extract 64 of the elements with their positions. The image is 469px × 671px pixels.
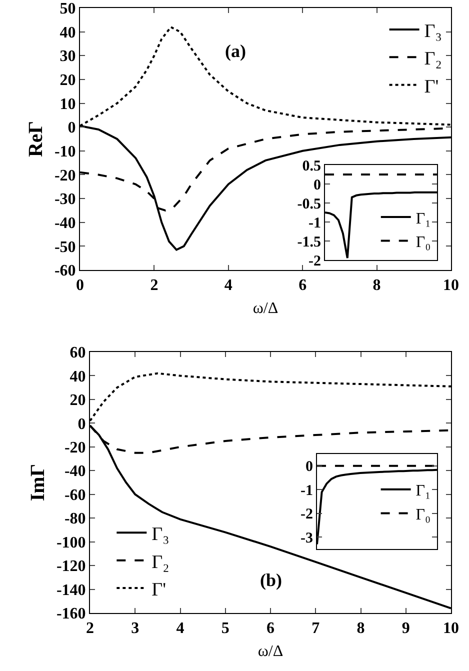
y-tick-label: -2 <box>300 506 313 523</box>
y-tick-label: 0 <box>78 416 86 433</box>
y-tick-label: -50 <box>54 238 76 256</box>
legend-label: Γ₁ <box>416 210 431 228</box>
legend-label: Γ' <box>152 579 166 600</box>
y-axis-title: ImΓ <box>26 464 49 502</box>
x-tick-label: 5 <box>221 620 230 638</box>
y-tick-label: -100 <box>56 534 86 552</box>
y-tick-label: -40 <box>54 214 76 232</box>
y-tick-label: 30 <box>60 48 76 66</box>
legend-label: Γ' <box>424 76 439 98</box>
y-tick-label: 40 <box>70 368 86 386</box>
y-tick-label: 40 <box>60 24 76 42</box>
y-tick-label: -3 <box>300 530 313 546</box>
x-tick-label: 3 <box>131 620 140 638</box>
y-tick-label: -1.5 <box>297 234 321 250</box>
y-tick-label: 0 <box>68 120 76 137</box>
y-tick-label: 0 <box>306 459 313 476</box>
x-tick-label: 2 <box>150 277 158 294</box>
x-tick-label: 4 <box>176 620 184 638</box>
y-tick-label: 50 <box>60 0 76 18</box>
legend-label: Γ₀ <box>416 506 431 524</box>
x-tick-label: 8 <box>372 277 381 294</box>
annotation: (b) <box>260 570 282 590</box>
legend-label: Γ₃ <box>424 20 442 42</box>
x-tick-label: 4 <box>224 277 232 294</box>
y-tick-label: -0.5 <box>297 196 321 212</box>
legend-label: Γ₃ <box>152 524 170 546</box>
y-tick-label: 20 <box>70 392 86 410</box>
y-tick-label: -120 <box>56 558 86 576</box>
legend-label: Γ₂ <box>152 552 170 573</box>
y-tick-label: -60 <box>64 486 86 504</box>
legend-label: Γ₀ <box>416 234 431 252</box>
y-tick-label: -1 <box>308 215 321 232</box>
x-tick-label: 6 <box>298 277 307 294</box>
y-axis-title: ReΓ <box>24 120 47 158</box>
y-tick-label: -60 <box>54 262 76 280</box>
y-tick-label: -40 <box>64 463 86 480</box>
x-tick-label: 7 <box>312 620 320 638</box>
y-tick-label: 0 <box>314 177 321 194</box>
legend-label: Γ₂ <box>424 48 442 70</box>
y-tick-label: -20 <box>54 167 76 184</box>
y-tick-label: -80 <box>64 510 86 528</box>
x-tick-label: 9 <box>402 620 410 638</box>
y-tick-label: -20 <box>64 440 86 457</box>
x-tick-label: 8 <box>356 620 365 638</box>
y-tick-label: 10 <box>60 96 76 113</box>
annotation: (a) <box>225 41 246 61</box>
y-tick-label: -140 <box>56 582 86 599</box>
x-axis-title: ω/Δ <box>252 300 278 317</box>
y-tick-label: -30 <box>54 191 76 208</box>
y-tick-label: 0.5 <box>302 158 321 174</box>
x-axis-title: ω/Δ <box>258 642 284 660</box>
y-tick-label: -1 <box>300 482 313 499</box>
y-tick-label: -2 <box>308 253 321 270</box>
x-tick-label: 2 <box>86 620 94 638</box>
x-tick-label: 10 <box>443 277 459 294</box>
legend-label: Γ₁ <box>416 482 431 500</box>
y-tick-label: -160 <box>56 606 86 623</box>
x-tick-label: 10 <box>443 620 459 638</box>
y-tick-label: 60 <box>70 344 86 362</box>
x-tick-label: 6 <box>266 620 274 638</box>
y-tick-label: 20 <box>60 72 76 90</box>
y-tick-label: -10 <box>54 144 76 161</box>
